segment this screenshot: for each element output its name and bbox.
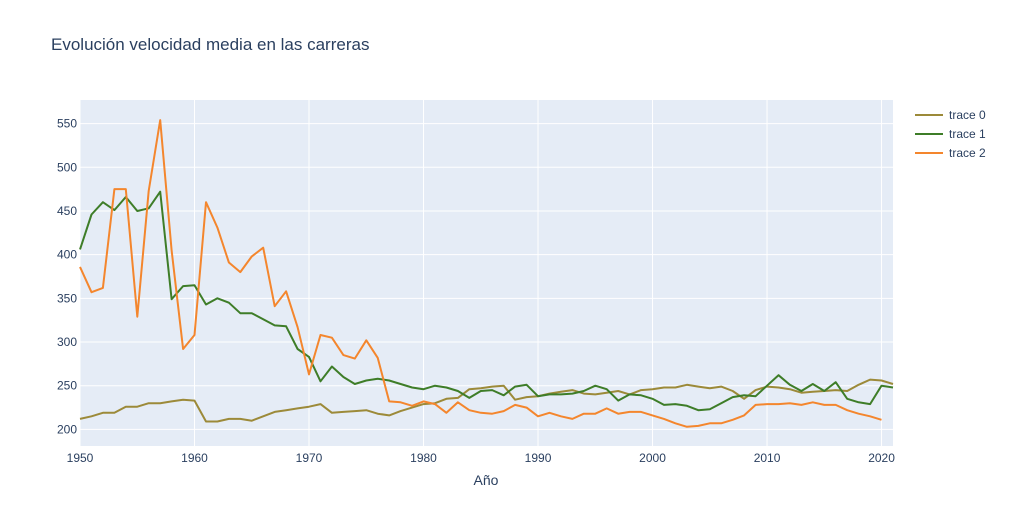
x-tick-label: 1950 xyxy=(67,451,94,465)
x-tick-label: 2000 xyxy=(639,451,666,465)
series-line-2[interactable] xyxy=(79,119,882,428)
y-tick-label: 350 xyxy=(57,291,77,305)
y-tick-label: 400 xyxy=(57,248,77,262)
x-tick-label: 1960 xyxy=(181,451,208,465)
x-tick-label: 1970 xyxy=(296,451,323,465)
y-tick-label: 550 xyxy=(57,117,77,131)
legend-item-1[interactable]: trace 1 xyxy=(915,127,986,141)
chart-title: Evolución velocidad media en las carrera… xyxy=(51,35,369,54)
legend[interactable]: trace 0 trace 1 trace 2 xyxy=(915,108,986,160)
x-axis-title: Año xyxy=(474,472,499,488)
x-tick-label: 2020 xyxy=(868,451,895,465)
legend-label: trace 0 xyxy=(949,108,986,122)
y-axis-ticks: 200 250 300 350 400 450 500 550 xyxy=(57,117,77,437)
x-tick-label: 1980 xyxy=(410,451,437,465)
series-line-1[interactable] xyxy=(79,190,894,412)
y-tick-label: 200 xyxy=(57,422,77,436)
legend-item-0[interactable]: trace 0 xyxy=(915,108,986,122)
x-tick-label: 1990 xyxy=(525,451,552,465)
legend-item-2[interactable]: trace 2 xyxy=(915,146,986,160)
series-line-0[interactable] xyxy=(79,378,894,423)
x-axis-ticks: 1950 1960 1970 1980 1990 2000 2010 2020 xyxy=(67,451,896,465)
y-tick-label: 300 xyxy=(57,335,77,349)
y-tick-label: 500 xyxy=(57,160,77,174)
series-lines xyxy=(79,119,894,428)
legend-label: trace 1 xyxy=(949,127,986,141)
x-tick-label: 2010 xyxy=(754,451,781,465)
y-tick-label: 250 xyxy=(57,379,77,393)
plot-area xyxy=(80,100,893,446)
legend-label: trace 2 xyxy=(949,146,986,160)
y-tick-label: 450 xyxy=(57,204,77,218)
